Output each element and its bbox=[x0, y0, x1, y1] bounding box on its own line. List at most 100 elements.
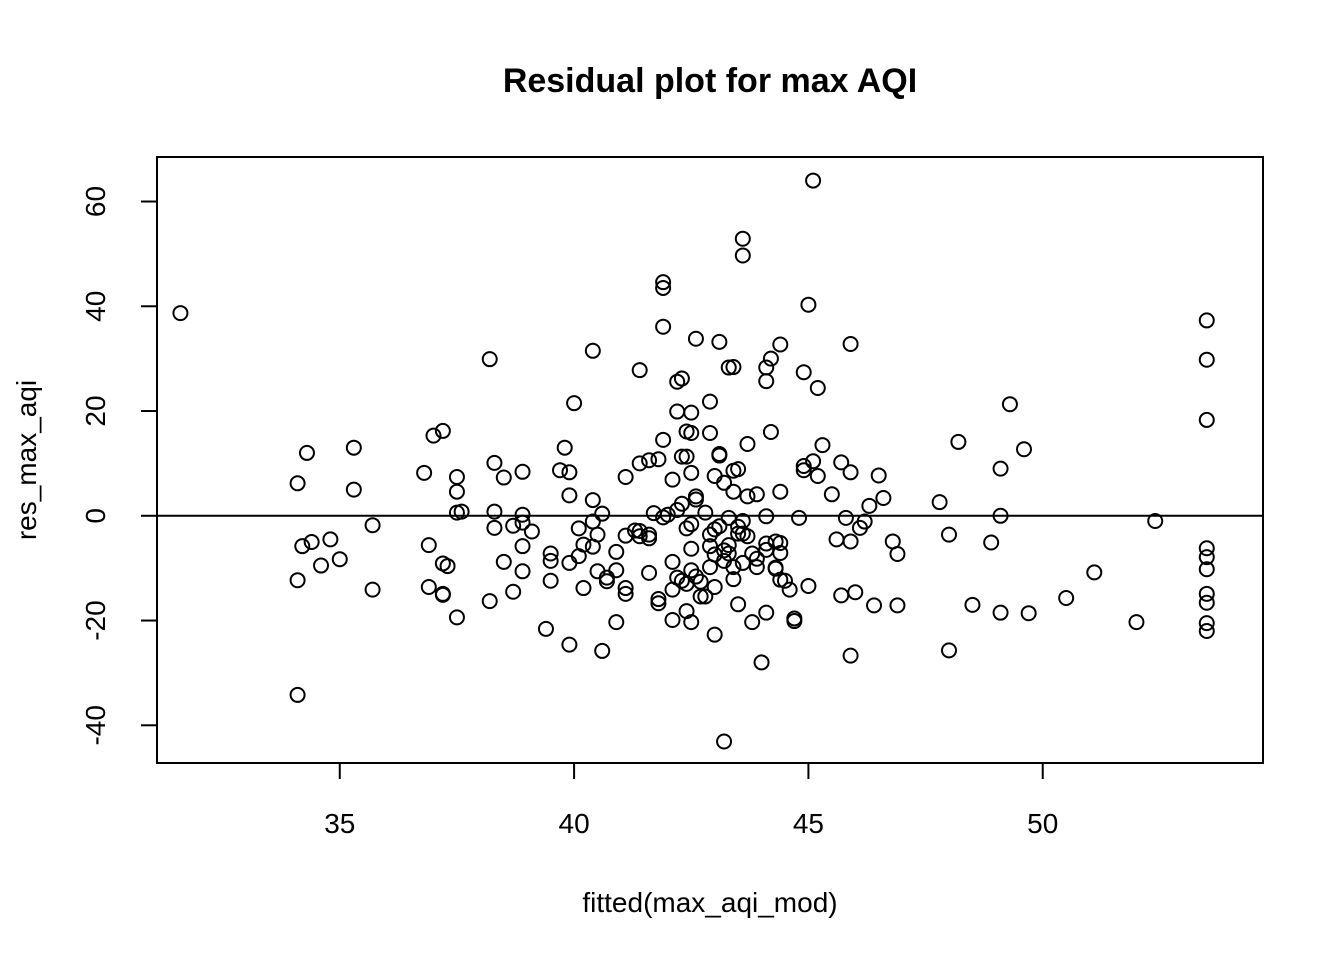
data-point bbox=[448, 609, 465, 626]
data-point bbox=[786, 613, 803, 630]
data-point bbox=[655, 431, 672, 448]
data-point bbox=[730, 461, 747, 478]
data-point bbox=[809, 467, 826, 484]
data-point bbox=[847, 584, 864, 601]
data-point bbox=[941, 642, 958, 659]
data-point bbox=[772, 336, 789, 353]
data-point bbox=[702, 425, 718, 442]
data-point bbox=[711, 333, 728, 350]
data-point bbox=[702, 393, 718, 410]
data-point bbox=[805, 453, 822, 470]
data-point bbox=[598, 573, 615, 590]
data-point bbox=[594, 505, 611, 522]
data-point bbox=[631, 362, 648, 379]
data-point bbox=[537, 620, 554, 637]
data-point bbox=[505, 517, 522, 534]
data-point bbox=[584, 492, 601, 509]
data-point bbox=[744, 614, 761, 631]
data-point bbox=[448, 483, 465, 500]
data-point bbox=[1198, 540, 1215, 557]
data-point bbox=[889, 546, 906, 563]
data-point bbox=[345, 481, 362, 498]
y-tick-label: -40 bbox=[80, 705, 111, 745]
data-point bbox=[561, 487, 578, 504]
data-point bbox=[795, 458, 812, 475]
data-point bbox=[617, 585, 634, 602]
data-point bbox=[687, 488, 704, 505]
data-point bbox=[1198, 594, 1215, 611]
data-point bbox=[725, 483, 742, 500]
data-point bbox=[673, 448, 690, 465]
data-point bbox=[781, 581, 798, 598]
data-point bbox=[439, 558, 456, 575]
data-point bbox=[837, 509, 854, 526]
data-point bbox=[734, 230, 751, 247]
data-point bbox=[298, 444, 315, 461]
data-point bbox=[697, 588, 714, 605]
data-point bbox=[481, 593, 498, 610]
data-point bbox=[720, 537, 737, 554]
data-point bbox=[608, 562, 625, 579]
data-point bbox=[889, 597, 906, 614]
data-point bbox=[434, 422, 451, 439]
data-point bbox=[294, 538, 311, 555]
data-point bbox=[748, 486, 765, 503]
data-point bbox=[542, 552, 559, 569]
data-point bbox=[762, 350, 779, 367]
data-point bbox=[552, 462, 569, 479]
data-point bbox=[992, 460, 1009, 477]
data-point bbox=[570, 520, 587, 537]
data-point bbox=[556, 439, 573, 456]
data-point bbox=[795, 364, 812, 381]
data-point bbox=[842, 647, 859, 664]
data-point bbox=[711, 518, 728, 535]
data-point bbox=[823, 486, 840, 503]
data-point bbox=[495, 553, 512, 570]
data-point bbox=[486, 503, 503, 520]
data-point bbox=[983, 534, 1000, 551]
chart-title: Residual plot for max AQI bbox=[503, 62, 917, 100]
data-point bbox=[589, 526, 606, 543]
data-point bbox=[814, 437, 831, 454]
data-point bbox=[1198, 411, 1215, 428]
data-point bbox=[1147, 513, 1164, 530]
data-point bbox=[673, 370, 690, 387]
data-point bbox=[289, 686, 306, 703]
data-point bbox=[1198, 351, 1215, 368]
data-point bbox=[992, 507, 1009, 524]
data-point bbox=[495, 469, 512, 486]
data-point bbox=[655, 318, 672, 335]
data-point bbox=[481, 351, 498, 368]
data-point bbox=[313, 557, 330, 574]
data-point bbox=[734, 554, 751, 571]
data-point bbox=[706, 467, 723, 484]
data-point bbox=[566, 395, 583, 412]
data-point bbox=[702, 538, 718, 555]
data-point bbox=[791, 509, 808, 526]
data-point bbox=[875, 489, 892, 506]
data-point bbox=[453, 503, 470, 520]
data-point bbox=[678, 520, 695, 537]
y-tick-label: 60 bbox=[80, 186, 111, 217]
data-point bbox=[748, 559, 765, 576]
data-point bbox=[866, 597, 883, 614]
data-point bbox=[678, 448, 695, 465]
data-point bbox=[669, 403, 686, 420]
data-point bbox=[725, 559, 742, 576]
data-point bbox=[856, 513, 873, 530]
data-point bbox=[1015, 441, 1032, 458]
data-point bbox=[650, 595, 667, 612]
data-point bbox=[514, 463, 531, 480]
data-point bbox=[725, 359, 742, 376]
data-point bbox=[1198, 561, 1215, 578]
y-axis: -40 -20 0 20 40 60 bbox=[80, 186, 158, 746]
data-point bbox=[514, 538, 531, 555]
data-point bbox=[1198, 615, 1215, 632]
data-point bbox=[659, 506, 676, 523]
data-point bbox=[800, 296, 817, 313]
data-point bbox=[289, 475, 306, 492]
data-point bbox=[1058, 590, 1075, 607]
data-point bbox=[687, 330, 704, 347]
data-point bbox=[795, 462, 812, 479]
